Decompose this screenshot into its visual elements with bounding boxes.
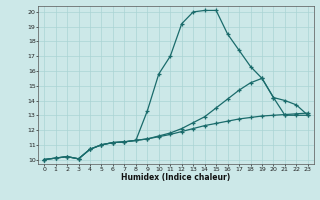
X-axis label: Humidex (Indice chaleur): Humidex (Indice chaleur) [121,173,231,182]
